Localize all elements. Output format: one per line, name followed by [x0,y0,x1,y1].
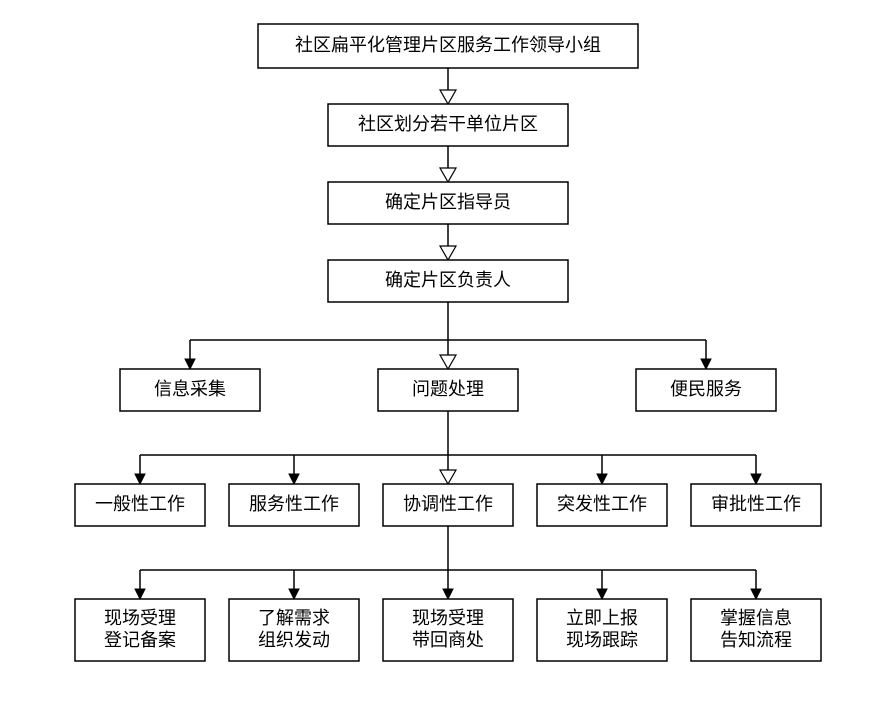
node-label: 协调性工作 [403,494,493,514]
node-label: 社区划分若干单位片区 [358,114,538,134]
node-label-line: 现场受理 [104,608,176,628]
flow-node: 便民服务 [636,369,776,411]
flow-node: 一般性工作 [75,484,205,526]
flow-node: 协调性工作 [383,484,513,526]
node-label-line: 带回商处 [412,630,484,650]
node-label: 突发性工作 [557,494,647,514]
node-label-line: 了解需求 [258,608,330,628]
node-label: 便民服务 [670,379,742,399]
flow-node: 掌握信息告知流程 [691,599,821,661]
node-label-line: 告知流程 [720,630,792,650]
node-label-line: 组织发动 [258,630,330,650]
node-label-line: 立即上报 [566,608,638,628]
flow-node: 问题处理 [378,369,518,411]
flow-node: 立即上报现场跟踪 [537,599,667,661]
node-label-line: 掌握信息 [720,608,792,628]
flow-node: 确定片区负责人 [328,260,568,302]
node-label: 一般性工作 [95,494,185,514]
flow-node: 确定片区指导员 [328,182,568,224]
node-label: 确定片区负责人 [385,270,511,290]
flow-node: 社区扁平化管理片区服务工作领导小组 [258,24,638,68]
flow-node: 社区划分若干单位片区 [328,104,568,146]
flow-node: 审批性工作 [691,484,821,526]
node-label: 确定片区指导员 [385,192,511,212]
node-label: 信息采集 [154,379,226,399]
node-label: 服务性工作 [249,494,339,514]
flowchart-canvas: 社区扁平化管理片区服务工作领导小组社区划分若干单位片区确定片区指导员确定片区负责… [0,0,896,721]
node-label-line: 现场受理 [412,608,484,628]
flow-node: 信息采集 [120,369,260,411]
node-label-line: 登记备案 [104,630,176,650]
node-label: 社区扁平化管理片区服务工作领导小组 [295,35,601,55]
flow-node: 现场受理带回商处 [383,599,513,661]
node-label-line: 现场跟踪 [566,630,638,650]
node-label: 审批性工作 [711,494,801,514]
node-label: 问题处理 [412,379,484,399]
flow-node: 现场受理登记备案 [75,599,205,661]
flow-node: 突发性工作 [537,484,667,526]
flow-node: 服务性工作 [229,484,359,526]
flow-node: 了解需求组织发动 [229,599,359,661]
